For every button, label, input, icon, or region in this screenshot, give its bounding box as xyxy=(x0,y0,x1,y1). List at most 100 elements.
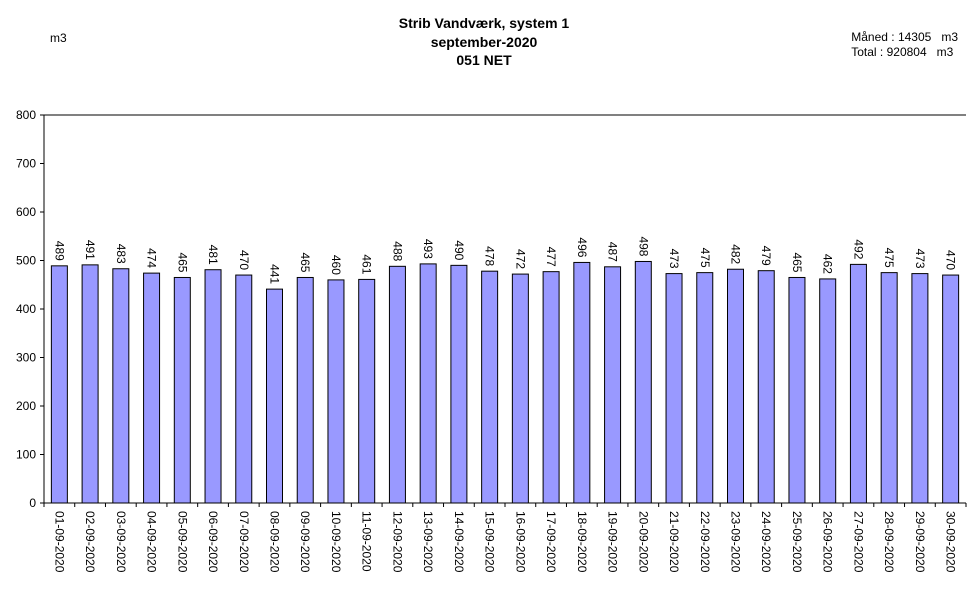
data-label: 490 xyxy=(452,240,466,260)
x-tick-label: 25-09-2020 xyxy=(790,511,804,573)
bar xyxy=(665,273,683,504)
data-label: 489 xyxy=(52,241,66,261)
x-tick-label: 28-09-2020 xyxy=(882,511,896,573)
bar xyxy=(143,272,161,504)
x-tick-label: 13-09-2020 xyxy=(421,511,435,573)
bar xyxy=(235,274,253,504)
data-label: 478 xyxy=(483,246,497,266)
bar xyxy=(204,269,222,504)
data-label: 473 xyxy=(667,249,681,269)
data-label: 498 xyxy=(636,236,650,256)
data-label: 470 xyxy=(944,250,958,270)
bar xyxy=(388,265,406,504)
y-tick-label: 800 xyxy=(16,108,36,122)
bar xyxy=(849,263,867,504)
bar xyxy=(727,268,744,504)
bar xyxy=(511,273,529,504)
data-label: 493 xyxy=(421,239,435,259)
data-label: 475 xyxy=(698,248,712,268)
x-tick-label: 19-09-2020 xyxy=(606,511,620,573)
data-label: 496 xyxy=(575,237,589,257)
data-label: 461 xyxy=(360,254,374,274)
x-tick-label: 11-09-2020 xyxy=(360,511,374,572)
x-tick-label: 22-09-2020 xyxy=(698,511,712,573)
bar xyxy=(296,276,314,504)
x-tick-label: 27-09-2020 xyxy=(851,511,865,573)
bar xyxy=(634,260,652,504)
y-tick-label: 600 xyxy=(16,205,36,219)
data-label: 488 xyxy=(390,241,404,261)
bar xyxy=(911,273,929,504)
y-tick-label: 300 xyxy=(16,351,36,365)
data-label: 465 xyxy=(790,252,804,272)
y-tick-label: 0 xyxy=(29,496,36,510)
chart-title-line2: september-2020 xyxy=(430,34,538,50)
data-label: 441 xyxy=(268,264,282,284)
x-tick-label: 16-09-2020 xyxy=(513,511,527,573)
x-tick-label: 18-09-2020 xyxy=(575,511,589,573)
data-label: 465 xyxy=(175,252,189,272)
data-label: 460 xyxy=(329,255,343,275)
x-tick-label: 15-09-2020 xyxy=(483,511,497,573)
y-unit-label: m3 xyxy=(50,31,67,45)
x-tick-label: 02-09-2020 xyxy=(83,511,97,573)
data-label: 472 xyxy=(513,249,527,269)
x-tick-label: 14-09-2020 xyxy=(452,511,466,573)
bar xyxy=(819,278,837,504)
bar xyxy=(419,263,437,504)
x-tick-label: 06-09-2020 xyxy=(206,511,220,573)
x-tick-label: 05-09-2020 xyxy=(175,511,189,573)
bar xyxy=(481,270,499,504)
x-tick-label: 03-09-2020 xyxy=(114,511,128,573)
x-tick-label: 12-09-2020 xyxy=(390,511,404,573)
total-label: Total : xyxy=(851,45,887,59)
bar xyxy=(450,264,468,504)
data-label: 487 xyxy=(606,242,620,262)
data-label: 479 xyxy=(759,246,773,266)
y-tick-label: 100 xyxy=(16,448,36,462)
data-label: 483 xyxy=(114,244,128,264)
x-tick-label: 29-09-2020 xyxy=(913,511,927,573)
data-label: 470 xyxy=(237,250,251,270)
y-tick-label: 700 xyxy=(16,157,36,171)
chart-title-line1: Strib Vandværk, system 1 xyxy=(398,15,570,31)
bar xyxy=(327,279,345,504)
chart-title-line3: 051 NET xyxy=(456,52,512,68)
month-unit: m3 xyxy=(941,30,958,44)
data-label: 482 xyxy=(729,244,743,264)
x-tick-label: 07-09-2020 xyxy=(237,511,251,573)
month-value: 14305 xyxy=(897,30,932,44)
x-tick-label: 24-09-2020 xyxy=(759,511,773,573)
month-label: Måned : xyxy=(851,30,898,44)
x-tick-label: 01-09-2020 xyxy=(52,511,66,573)
bar xyxy=(112,268,130,504)
bar xyxy=(358,278,376,504)
total-value: 920804 xyxy=(886,45,927,59)
bar xyxy=(757,270,775,504)
x-tick-label: 08-09-2020 xyxy=(268,511,282,573)
y-tick-label: 500 xyxy=(16,254,36,268)
data-label: 475 xyxy=(882,248,896,268)
data-label: 474 xyxy=(145,248,159,268)
x-tick-label: 21-09-2020 xyxy=(667,511,681,573)
bar xyxy=(696,272,714,504)
x-tick-label: 30-09-2020 xyxy=(944,511,958,573)
bar xyxy=(604,266,622,504)
x-tick-label: 04-09-2020 xyxy=(145,511,159,573)
data-label: 462 xyxy=(821,254,835,274)
y-tick-label: 200 xyxy=(16,399,36,413)
x-tick-label: 23-09-2020 xyxy=(729,511,743,573)
x-tick-label: 10-09-2020 xyxy=(329,511,343,573)
bar xyxy=(50,265,68,504)
data-label: 473 xyxy=(913,249,927,269)
x-tick-label: 17-09-2020 xyxy=(544,511,558,573)
bar xyxy=(880,272,898,504)
y-tick-label: 400 xyxy=(16,302,36,316)
data-label: 465 xyxy=(298,252,312,272)
bar xyxy=(266,288,283,504)
bar xyxy=(942,274,960,504)
bar xyxy=(542,271,560,504)
x-tick-label: 20-09-2020 xyxy=(636,511,650,573)
bar xyxy=(81,264,99,504)
